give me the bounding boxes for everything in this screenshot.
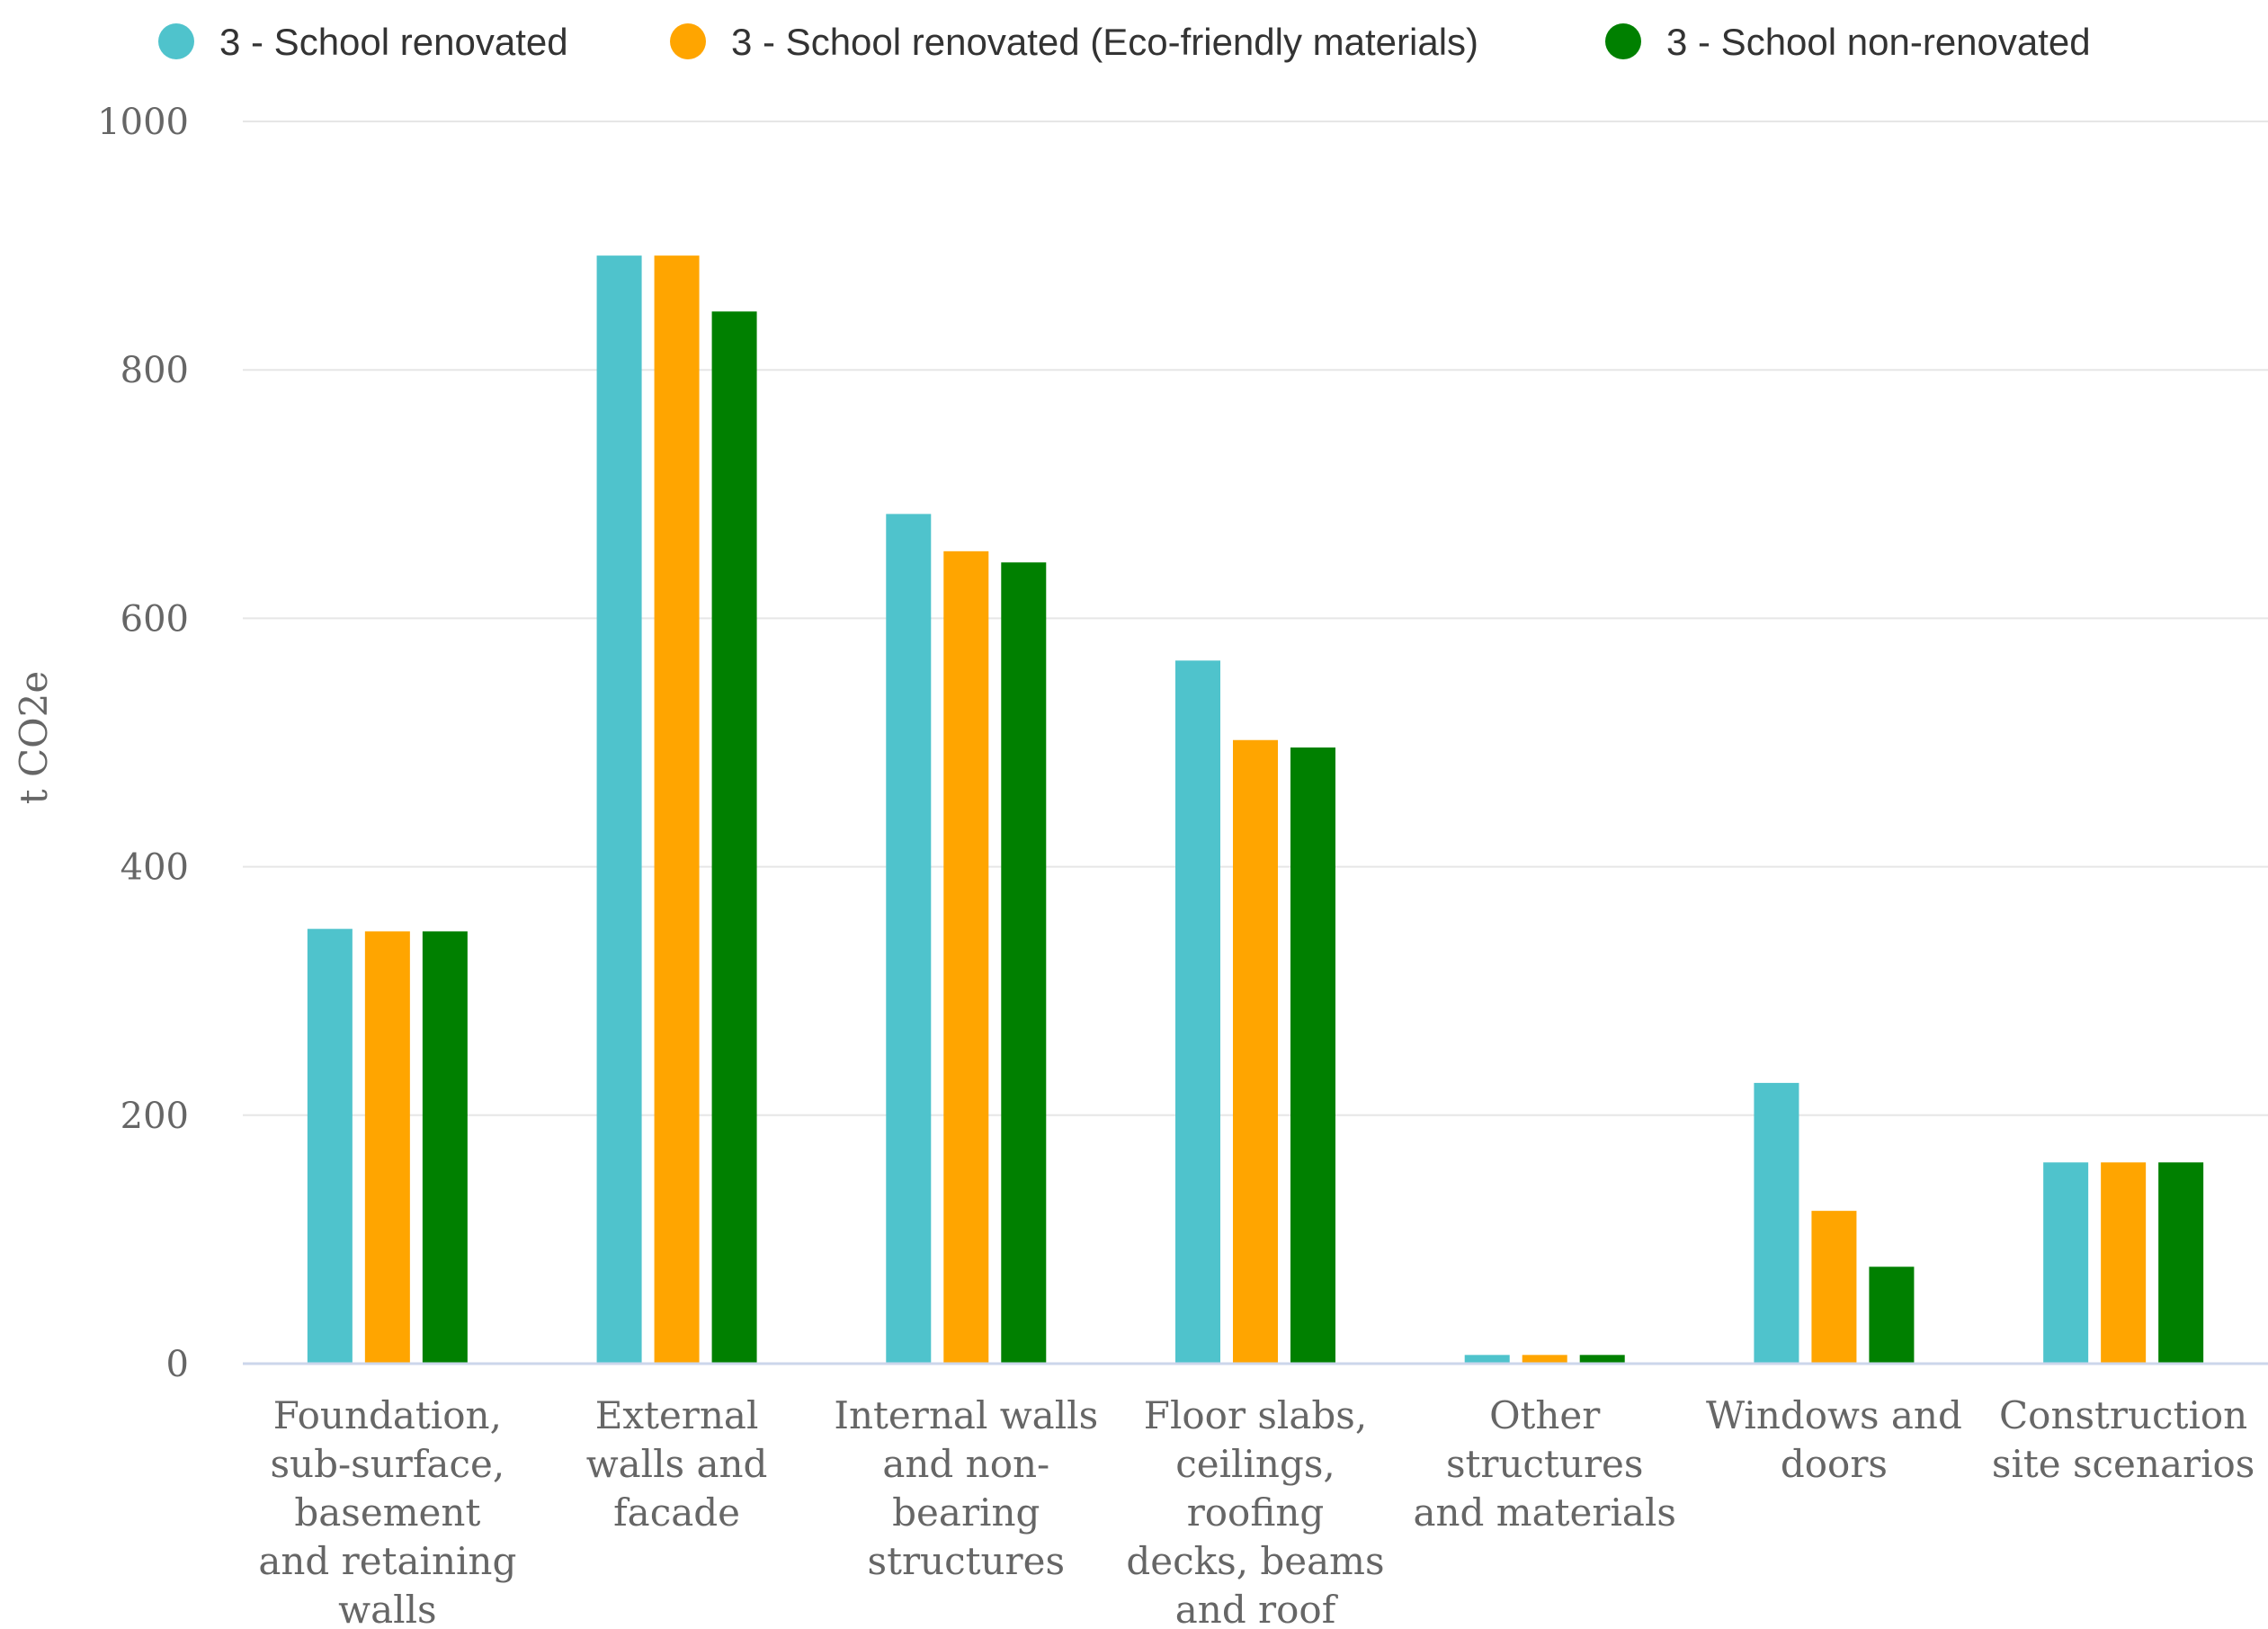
- bar[interactable]: [422, 931, 468, 1364]
- x-category-label: roofing: [1187, 1490, 1325, 1535]
- bar[interactable]: [1001, 562, 1047, 1364]
- x-category-label: Floor slabs,: [1144, 1393, 1367, 1437]
- x-category-label: and non-: [882, 1442, 1049, 1486]
- bar[interactable]: [364, 931, 410, 1364]
- bar[interactable]: [307, 928, 353, 1364]
- bar[interactable]: [1754, 1082, 1799, 1364]
- bar[interactable]: [1811, 1211, 1857, 1364]
- x-category-label: Internal walls: [834, 1393, 1098, 1437]
- gridlines: [243, 121, 2268, 1116]
- y-tick-label: 200: [121, 1096, 189, 1137]
- x-category-label: site scenarios: [1992, 1442, 2255, 1486]
- legend-marker: [1605, 23, 1641, 59]
- x-category-label: Construction: [1999, 1393, 2247, 1437]
- x-category-label: Windows and: [1706, 1393, 1962, 1437]
- x-category-label: structures: [868, 1539, 1066, 1583]
- bar[interactable]: [943, 550, 989, 1364]
- bar[interactable]: [711, 311, 757, 1365]
- legend-marker: [670, 23, 706, 59]
- x-category-label: ceilings,: [1175, 1442, 1335, 1486]
- x-category-label: and retaining: [258, 1539, 516, 1583]
- y-axis-ticks: 0 200 400 600 800 1000: [97, 102, 189, 1385]
- x-category-label: structures: [1446, 1442, 1644, 1486]
- x-category-label: Foundation,: [273, 1393, 502, 1437]
- y-tick-label: 0: [166, 1344, 189, 1385]
- bar[interactable]: [2158, 1162, 2204, 1364]
- y-tick-label: 1000: [97, 102, 189, 143]
- x-category-label: doors: [1781, 1442, 1888, 1486]
- x-category-label: External: [595, 1393, 759, 1437]
- legend-label: 3 - School non-renovated: [1666, 21, 2091, 63]
- bar[interactable]: [1869, 1267, 1915, 1364]
- bar[interactable]: [1464, 1355, 1510, 1364]
- bar[interactable]: [1290, 747, 1335, 1364]
- x-category-label: basement: [294, 1490, 480, 1535]
- bar[interactable]: [654, 255, 700, 1365]
- x-category-label: bearing: [892, 1490, 1040, 1535]
- bars: [307, 255, 2204, 1365]
- x-category-label: Other: [1489, 1393, 1601, 1437]
- legend-item[interactable]: 3 - School non-renovated: [1605, 21, 2091, 63]
- bar[interactable]: [1233, 739, 1278, 1364]
- legend-item[interactable]: 3 - School renovated: [158, 21, 568, 63]
- bar[interactable]: [1522, 1355, 1567, 1364]
- legend: 3 - School renovated 3 - School renovated…: [158, 21, 2091, 63]
- legend-marker: [158, 23, 194, 59]
- bar[interactable]: [1175, 660, 1220, 1364]
- legend-label: 3 - School renovated (Eco-friendly mater…: [731, 21, 1478, 63]
- y-axis-label: t CO2e: [12, 671, 56, 804]
- x-category-label: walls: [338, 1588, 436, 1629]
- legend-label: 3 - School renovated: [219, 21, 568, 63]
- bar[interactable]: [2101, 1162, 2147, 1364]
- y-tick-label: 800: [121, 350, 189, 391]
- bar[interactable]: [1579, 1355, 1625, 1364]
- x-category-label: walls and: [586, 1442, 768, 1486]
- bar[interactable]: [886, 514, 932, 1364]
- y-tick-label: 400: [121, 847, 189, 889]
- x-category-label: sub-surface,: [271, 1442, 505, 1486]
- legend-item[interactable]: 3 - School renovated (Eco-friendly mater…: [670, 21, 1478, 63]
- x-category-label: facade: [613, 1490, 740, 1535]
- bar[interactable]: [2043, 1162, 2089, 1364]
- bar[interactable]: [596, 255, 642, 1365]
- x-category-label: and roof: [1175, 1588, 1339, 1629]
- x-category-label: and materials: [1413, 1490, 1675, 1535]
- x-category-label: decks, beams: [1126, 1539, 1384, 1583]
- y-tick-label: 600: [121, 598, 189, 640]
